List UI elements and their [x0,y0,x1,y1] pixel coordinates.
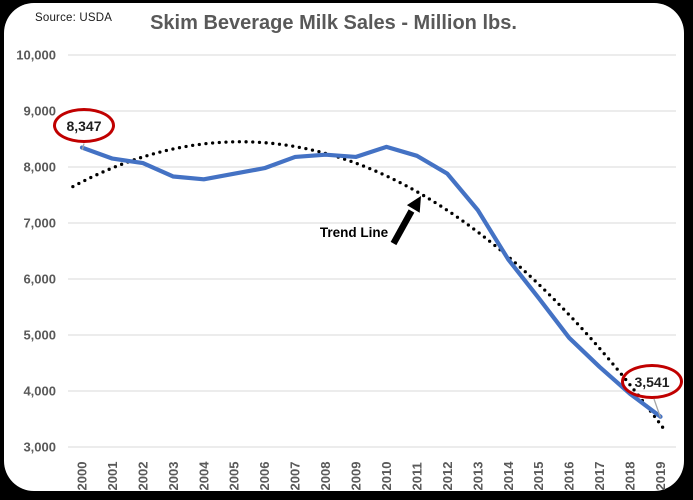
chart-title: Skim Beverage Milk Sales - Million lbs. [150,12,517,34]
last-value-callout: 3,541 [621,364,683,399]
trend-line-label: Trend Line [319,225,389,240]
first-value-text: 8,347 [66,117,102,134]
last-value-text: 3,541 [634,373,670,390]
source-label: Source: USDA [35,12,113,24]
chart-panel [4,3,684,491]
first-value-callout: 8,347 [53,108,115,143]
